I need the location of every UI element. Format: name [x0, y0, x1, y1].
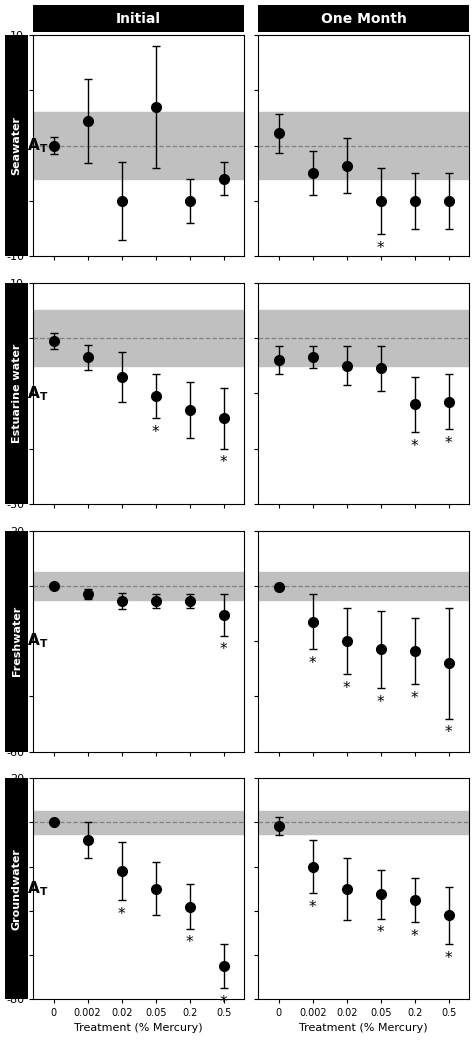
- Text: $\Delta\mathbf{A}_{\mathbf{T}}$: $\Delta\mathbf{A}_{\mathbf{T}}$: [18, 880, 49, 899]
- Text: $\Delta\mathbf{A}_{\mathbf{T}}$: $\Delta\mathbf{A}_{\mathbf{T}}$: [18, 136, 49, 155]
- Text: *: *: [220, 455, 228, 470]
- Bar: [33, 311, 244, 366]
- Text: *: *: [309, 656, 317, 671]
- Bar: [258, 812, 469, 834]
- Text: Freshwater: Freshwater: [11, 606, 22, 676]
- Text: *: *: [152, 424, 159, 440]
- Text: Groundwater: Groundwater: [11, 848, 22, 929]
- Text: *: *: [411, 691, 419, 706]
- Text: *: *: [343, 681, 351, 696]
- Text: *: *: [220, 642, 228, 657]
- Text: *: *: [377, 695, 384, 710]
- Text: *: *: [118, 906, 126, 922]
- Bar: [258, 112, 469, 179]
- Text: Seawater: Seawater: [11, 116, 22, 175]
- Text: One Month: One Month: [321, 12, 407, 25]
- X-axis label: Treatment (% Mercury): Treatment (% Mercury): [74, 1023, 203, 1032]
- X-axis label: Treatment (% Mercury): Treatment (% Mercury): [300, 1023, 428, 1032]
- Bar: [258, 572, 469, 599]
- Text: *: *: [445, 951, 453, 966]
- Text: *: *: [186, 936, 193, 951]
- Text: $\Delta\mathbf{A}_{\mathbf{T}}$: $\Delta\mathbf{A}_{\mathbf{T}}$: [18, 631, 49, 650]
- Text: *: *: [220, 995, 228, 1010]
- Text: *: *: [445, 725, 453, 741]
- Bar: [33, 812, 244, 834]
- Bar: [258, 311, 469, 366]
- Text: *: *: [445, 436, 453, 451]
- Text: Initial: Initial: [116, 12, 161, 25]
- Text: $\Delta\mathbf{A}_{\mathbf{T}}$: $\Delta\mathbf{A}_{\mathbf{T}}$: [18, 384, 49, 403]
- Bar: [33, 572, 244, 599]
- Text: *: *: [309, 900, 317, 915]
- Text: *: *: [411, 928, 419, 943]
- Text: Estuarine water: Estuarine water: [11, 344, 22, 443]
- Text: *: *: [377, 241, 384, 256]
- Bar: [33, 112, 244, 179]
- Text: *: *: [411, 438, 419, 454]
- Text: *: *: [377, 925, 384, 940]
